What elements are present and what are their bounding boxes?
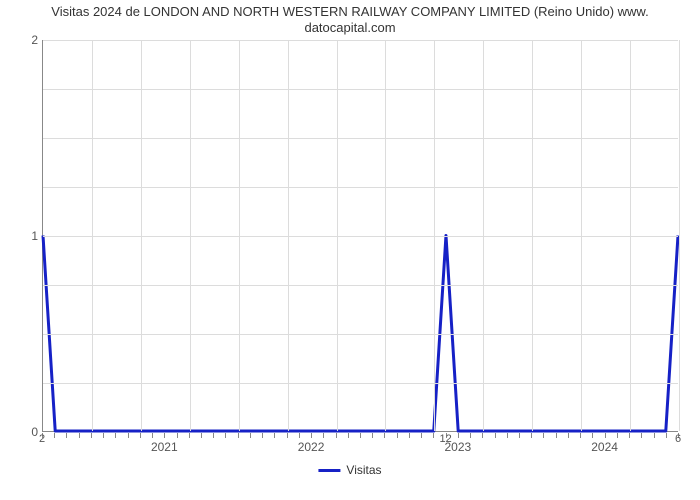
x-tick: [384, 433, 385, 438]
hgrid-line: [43, 285, 678, 286]
vgrid-line: [337, 40, 338, 431]
vgrid-line: [239, 40, 240, 431]
x-tick: [238, 433, 239, 438]
x-tick: [507, 433, 508, 438]
x-tick: [568, 433, 569, 438]
x-tick: [262, 433, 263, 438]
y-tick-label: 0: [22, 425, 38, 439]
x-tick: [397, 433, 398, 438]
x-tick: [91, 433, 92, 438]
title-line-2: datocapital.com: [304, 20, 395, 35]
x-tick: [201, 433, 202, 438]
hgrid-line: [43, 40, 678, 41]
vgrid-line: [532, 40, 533, 431]
x-tick: [617, 433, 618, 438]
title-line-1: Visitas 2024 de LONDON AND NORTH WESTERN…: [51, 4, 648, 19]
x-tick: [592, 433, 593, 438]
x-tick: [66, 433, 67, 438]
x-tick: [421, 433, 422, 438]
x-tick: [299, 433, 300, 438]
x-tick: [103, 433, 104, 438]
x-tick: [409, 433, 410, 438]
x-tick: [519, 433, 520, 438]
x-tick: [115, 433, 116, 438]
x-tick: [323, 433, 324, 438]
x-tick: [543, 433, 544, 438]
x-tick: [54, 433, 55, 438]
vgrid-line: [483, 40, 484, 431]
vgrid-line: [92, 40, 93, 431]
hgrid-line: [43, 138, 678, 139]
x-tick: [470, 433, 471, 438]
hgrid-line: [43, 236, 678, 237]
hgrid-line: [43, 383, 678, 384]
x-tick: [128, 433, 129, 438]
x-tick: [580, 433, 581, 438]
x-tick: [360, 433, 361, 438]
vgrid-line: [434, 40, 435, 431]
x-tick: [458, 433, 459, 438]
vgrid-line: [679, 40, 680, 431]
x-tick: [372, 433, 373, 438]
x-tick: [311, 433, 312, 438]
point-value-label: 2: [39, 433, 45, 445]
x-tick: [287, 433, 288, 438]
x-tick: [654, 433, 655, 438]
vgrid-line: [288, 40, 289, 431]
hgrid-line: [43, 187, 678, 188]
vgrid-line: [385, 40, 386, 431]
hgrid-line: [43, 334, 678, 335]
legend-label: Visitas: [346, 463, 381, 477]
x-year-label: 2021: [151, 440, 178, 454]
vgrid-line: [141, 40, 142, 431]
chart-title: Visitas 2024 de LONDON AND NORTH WESTERN…: [0, 0, 700, 37]
x-tick: [336, 433, 337, 438]
point-value-label: 6: [675, 433, 681, 445]
x-tick: [348, 433, 349, 438]
vgrid-line: [190, 40, 191, 431]
hgrid-line: [43, 89, 678, 90]
x-tick: [556, 433, 557, 438]
x-tick: [641, 433, 642, 438]
x-tick: [433, 433, 434, 438]
x-tick: [531, 433, 532, 438]
x-tick: [164, 433, 165, 438]
x-tick: [250, 433, 251, 438]
y-tick-label: 1: [22, 229, 38, 243]
vgrid-line: [581, 40, 582, 431]
y-tick-label: 2: [22, 33, 38, 47]
legend-swatch: [318, 469, 340, 472]
x-tick: [629, 433, 630, 438]
legend: Visitas: [318, 463, 381, 477]
x-year-label: 2024: [591, 440, 618, 454]
x-tick: [482, 433, 483, 438]
x-tick: [213, 433, 214, 438]
x-year-label: 2022: [298, 440, 325, 454]
x-tick: [152, 433, 153, 438]
chart-container: Visitas 2024 de LONDON AND NORTH WESTERN…: [0, 0, 700, 500]
x-tick: [605, 433, 606, 438]
x-tick: [495, 433, 496, 438]
plot-area: [42, 40, 678, 432]
x-tick: [225, 433, 226, 438]
point-value-label: 12: [439, 433, 451, 445]
x-tick: [177, 433, 178, 438]
x-tick: [666, 433, 667, 438]
x-tick: [79, 433, 80, 438]
x-tick: [274, 433, 275, 438]
x-tick: [140, 433, 141, 438]
vgrid-line: [630, 40, 631, 431]
x-tick: [189, 433, 190, 438]
